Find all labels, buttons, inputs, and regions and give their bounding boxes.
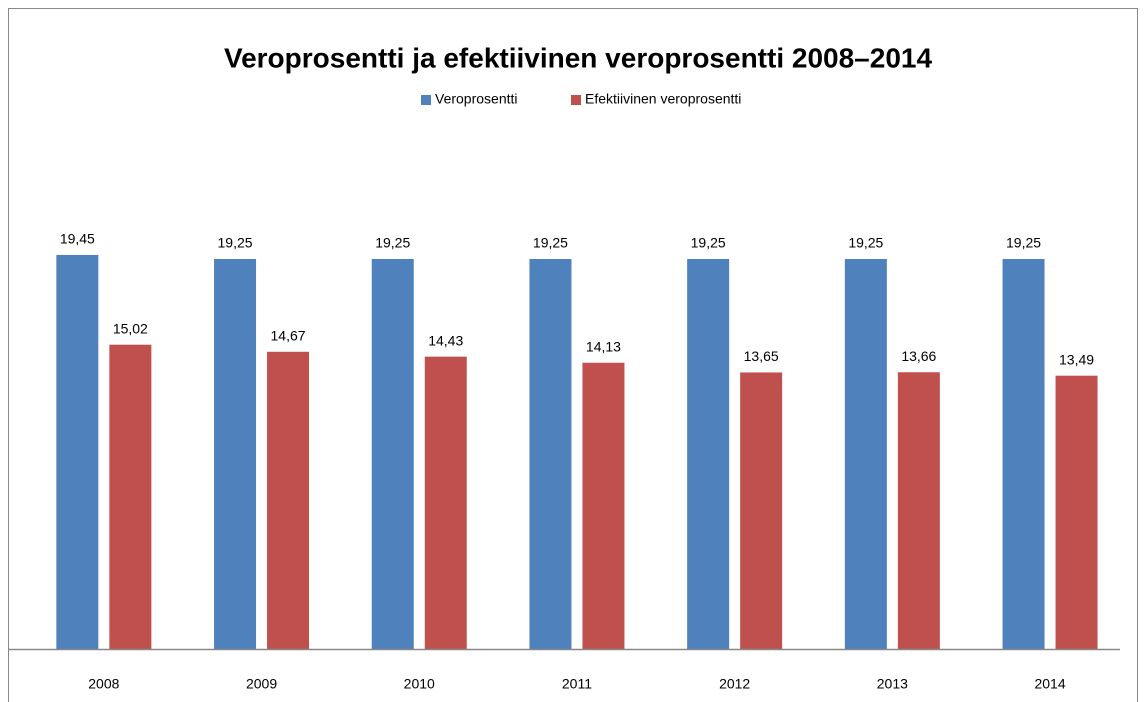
legend-label: Veroprosentti	[435, 91, 518, 107]
bar	[897, 372, 940, 649]
bar	[109, 344, 152, 649]
data-label: 19,25	[533, 235, 568, 251]
data-label: 15,02	[113, 320, 148, 336]
bar	[1002, 258, 1045, 649]
data-label: 14,13	[586, 338, 621, 354]
chart-frame	[8, 8, 1138, 702]
chart-title: Veroprosentti ja efektiivinen veroprosen…	[224, 42, 933, 73]
bar	[267, 351, 310, 649]
x-tick-label: 2010	[404, 676, 435, 692]
bar	[687, 258, 730, 649]
data-label: 19,25	[218, 235, 253, 251]
legend-swatch	[421, 95, 431, 105]
data-label: 19,25	[375, 235, 410, 251]
bar	[582, 362, 625, 649]
x-tick-label: 2009	[246, 676, 277, 692]
bar	[1055, 375, 1098, 649]
x-tick-label: 2013	[877, 676, 908, 692]
data-label: 14,67	[271, 327, 306, 343]
bar	[56, 254, 99, 649]
data-label: 19,25	[1006, 235, 1041, 251]
data-label: 19,25	[848, 235, 883, 251]
x-tick-label: 2012	[719, 676, 750, 692]
bar	[844, 258, 887, 649]
x-tick-label: 2008	[88, 676, 119, 692]
bar	[214, 258, 257, 649]
data-label: 19,25	[691, 235, 726, 251]
x-tick-label: 2014	[1034, 676, 1065, 692]
x-tick-label: 2011	[562, 676, 592, 692]
legend-label: Efektiivinen veroprosentti	[585, 91, 741, 107]
data-label: 19,45	[60, 231, 95, 247]
bar	[371, 258, 414, 649]
data-label: 13,65	[744, 348, 779, 364]
data-label: 13,49	[1059, 351, 1094, 367]
bar	[529, 258, 572, 649]
bar	[424, 356, 467, 649]
legend-swatch	[571, 95, 581, 105]
data-label: 14,43	[428, 332, 463, 348]
data-label: 13,66	[901, 348, 936, 364]
bar	[740, 372, 783, 649]
